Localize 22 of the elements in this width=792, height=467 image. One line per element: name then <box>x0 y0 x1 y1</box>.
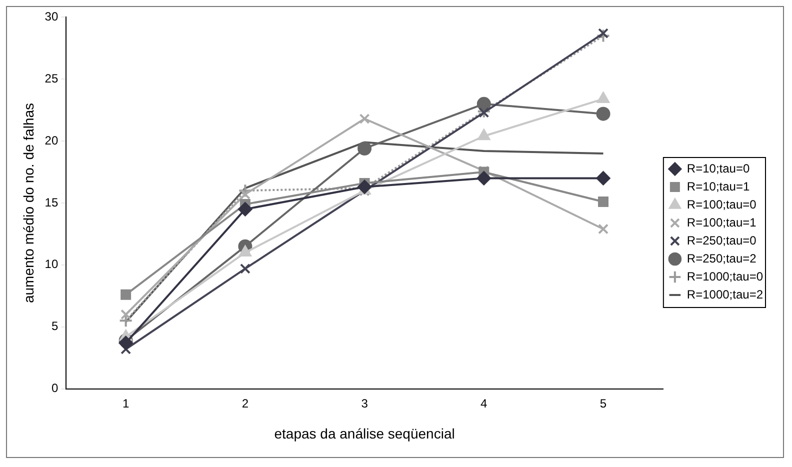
legend-label: R=1000;tau=2 <box>686 287 764 302</box>
x-tick-label: 4 <box>480 396 488 410</box>
legend-label: R=100;tau=1 <box>686 215 757 230</box>
x-tick-label: 2 <box>242 396 249 410</box>
legend-label: R=250;tau=0 <box>686 233 757 248</box>
y-tick-label: 30 <box>44 10 58 24</box>
x-axis-title: etapas da análise seqüencial <box>274 425 455 442</box>
legend-label: R=10;tau=1 <box>686 179 750 194</box>
legend-label: R=250;tau=2 <box>686 251 757 266</box>
x-tick-label: 3 <box>361 396 368 410</box>
y-tick-label: 0 <box>51 381 58 396</box>
y-axis-title: aumento médio do no. de falhas <box>20 102 36 304</box>
legend-label: R=10;tau=0 <box>686 161 750 176</box>
y-tick-label: 10 <box>44 257 58 272</box>
legend-label: R=1000;tau=0 <box>686 269 764 284</box>
x-tick-label: 5 <box>600 396 607 410</box>
y-tick-label: 25 <box>44 71 58 86</box>
y-tick-label: 20 <box>44 133 58 148</box>
y-tick-label: 5 <box>51 319 58 334</box>
x-tick-label: 1 <box>122 396 130 410</box>
legend-label: R=100;tau=0 <box>686 197 757 212</box>
y-tick-label: 15 <box>44 195 58 210</box>
